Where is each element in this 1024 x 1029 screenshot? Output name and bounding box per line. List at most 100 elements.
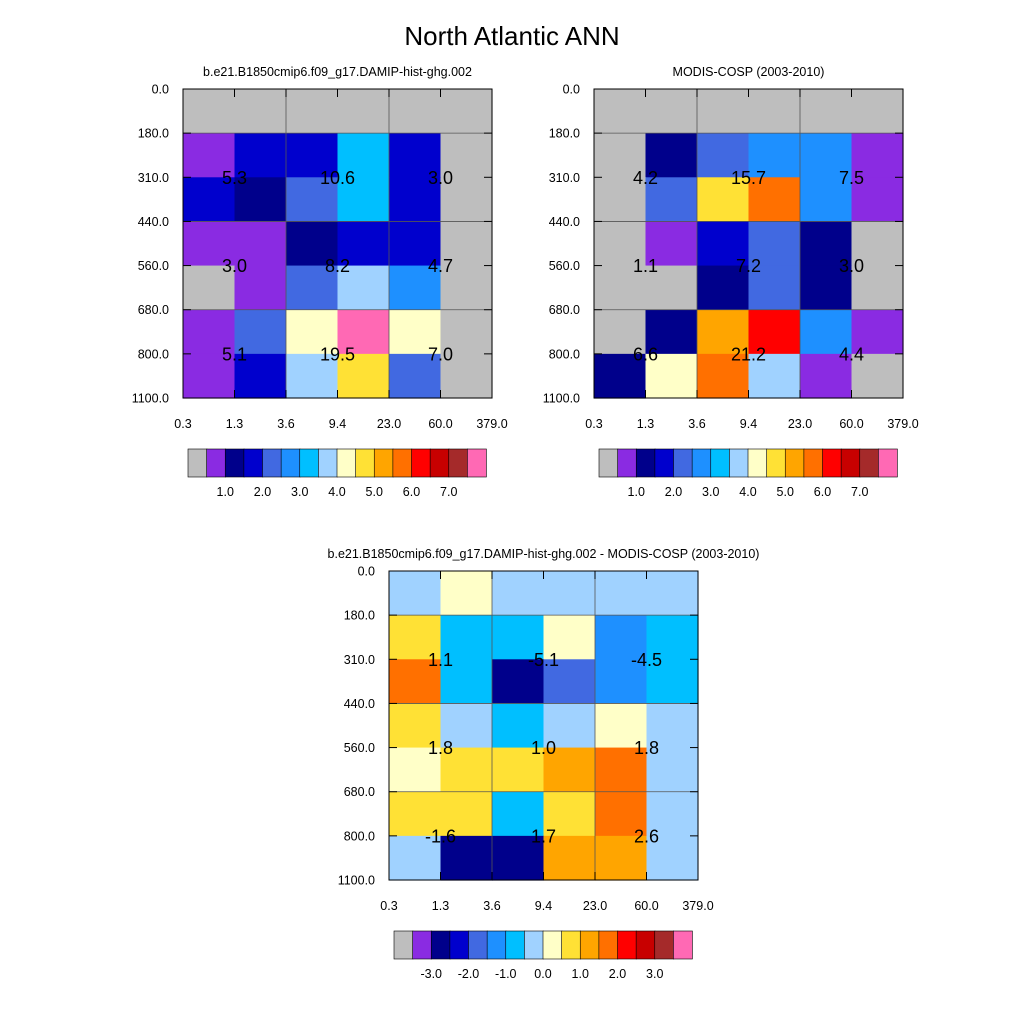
x-tick-label: 0.3 (380, 899, 397, 913)
x-tick-label: 60.0 (634, 899, 658, 913)
colorbar-label: -2.0 (458, 967, 480, 981)
colorbar-swatch (579, 930, 600, 960)
colorbar-swatch (373, 448, 394, 478)
y-tick-label: 560.0 (549, 259, 580, 273)
heatmap-cell (337, 309, 390, 355)
colorbar-swatch (262, 448, 282, 478)
heatmap-cell (286, 177, 339, 223)
heatmap-cell (646, 703, 699, 749)
y-tick-label: 680.0 (138, 303, 169, 317)
heatmap-cell (183, 309, 236, 355)
heatmap-cell (286, 265, 339, 311)
heatmap-cell (851, 177, 904, 223)
heatmap-cell (234, 221, 287, 267)
heatmap-cell (389, 89, 442, 134)
colorbar-swatch (561, 930, 581, 960)
colorbar-swatch (318, 448, 338, 478)
heatmap-cell (595, 615, 648, 660)
heatmap-cell (440, 177, 493, 223)
colorbar-label: 4.0 (739, 485, 756, 499)
heatmap-cell (234, 353, 287, 399)
heatmap-cell (440, 353, 493, 399)
heatmap-cell (800, 89, 853, 134)
y-tick-label: 800.0 (344, 829, 375, 843)
y-tick-label: 560.0 (138, 259, 169, 273)
data-label: 4.2 (633, 168, 658, 188)
colorbar-label: 4.0 (328, 485, 345, 499)
x-tick-label: 1.3 (226, 417, 243, 431)
heatmap-cell (851, 353, 904, 399)
heatmap-cell (543, 703, 596, 749)
data-label: 1.1 (428, 650, 453, 670)
colorbar-label: 1.0 (628, 485, 645, 499)
panel-model: b.e21.B1850cmip6.f09_g17.DAMIP-hist-ghg.… (132, 65, 508, 499)
panel-observations: MODIS-COSP (2003-2010) 0.3 1.3 3.6 9.4 23.0 60… (543, 65, 919, 499)
heatmap-cell (492, 615, 545, 660)
panel-title: b.e21.B1850cmip6.f09_g17.DAMIP-hist-ghg.… (328, 547, 760, 561)
heatmap-cell (595, 835, 648, 881)
heatmap-cell (286, 133, 339, 178)
heatmap-cell (595, 571, 648, 616)
heatmap-cell (183, 353, 236, 399)
x-tick-label: 9.4 (740, 417, 757, 431)
colorbar-swatch (412, 930, 432, 960)
heatmap-cell (440, 89, 493, 134)
data-label: 8.2 (325, 256, 350, 276)
y-tick-label: 0.0 (358, 565, 375, 579)
colorbar-label: -3.0 (420, 967, 442, 981)
data-label: 5.3 (222, 168, 247, 188)
heatmap-cell (851, 133, 904, 178)
heatmap-cell (389, 703, 442, 749)
heatmap-cell (492, 659, 545, 705)
colorbar-swatch (784, 448, 805, 478)
heatmap-cell (594, 89, 647, 134)
data-label: -1.6 (425, 826, 456, 846)
x-tick-label: 379.0 (476, 417, 507, 431)
heatmap-cell (594, 265, 647, 311)
heatmap-cell (440, 615, 493, 660)
heatmap-cell (800, 177, 853, 223)
heatmap-cell (646, 615, 699, 660)
heatmap-cell (697, 309, 750, 355)
y-tick-label: 440.0 (344, 697, 375, 711)
colorbar-label: 0.0 (534, 967, 551, 981)
heatmap-cell (183, 265, 236, 311)
heatmap-cell (697, 89, 750, 134)
y-tick-label: 180.0 (549, 127, 580, 141)
heatmap-cell (748, 133, 801, 178)
heatmap-cell (286, 89, 339, 134)
x-tick-label: 3.6 (277, 417, 294, 431)
y-tick-label: 680.0 (344, 785, 375, 799)
x-tick-label: 1.3 (637, 417, 654, 431)
x-tick-label: 379.0 (682, 899, 713, 913)
heatmap-cell (389, 615, 442, 660)
y-tick-label: 440.0 (549, 215, 580, 229)
colorbar-swatch (635, 930, 656, 960)
heatmap-cell (800, 353, 853, 399)
colorbar-swatch (449, 930, 470, 960)
y-tick-label: 310.0 (549, 171, 580, 185)
heatmap-cell (440, 659, 493, 705)
x-tick-label: 3.6 (483, 899, 500, 913)
heatmap-cell (337, 89, 390, 134)
y-tick-label: 0.0 (563, 83, 580, 97)
data-label: 1.8 (428, 738, 453, 758)
data-label: 1.7 (531, 826, 556, 846)
heatmap-cell (646, 835, 699, 881)
heatmap-cell (440, 133, 493, 178)
heatmap-cell (183, 221, 236, 267)
y-tick-label: 180.0 (138, 127, 169, 141)
heatmap-cell (492, 791, 545, 837)
colorbar-swatch (859, 448, 880, 478)
heatmap-cell (389, 659, 442, 705)
heatmap-cell (440, 703, 493, 749)
heatmap-cell (543, 747, 596, 793)
colorbar-label: 1.0 (217, 485, 234, 499)
colorbar-swatch (635, 448, 656, 478)
colorbar-swatch (598, 930, 619, 960)
heatmap-cell (234, 265, 287, 311)
heatmap-cell (594, 177, 647, 223)
heatmap-cell (183, 133, 236, 178)
heatmap-cell (543, 659, 596, 705)
heatmap-cell (389, 353, 442, 399)
